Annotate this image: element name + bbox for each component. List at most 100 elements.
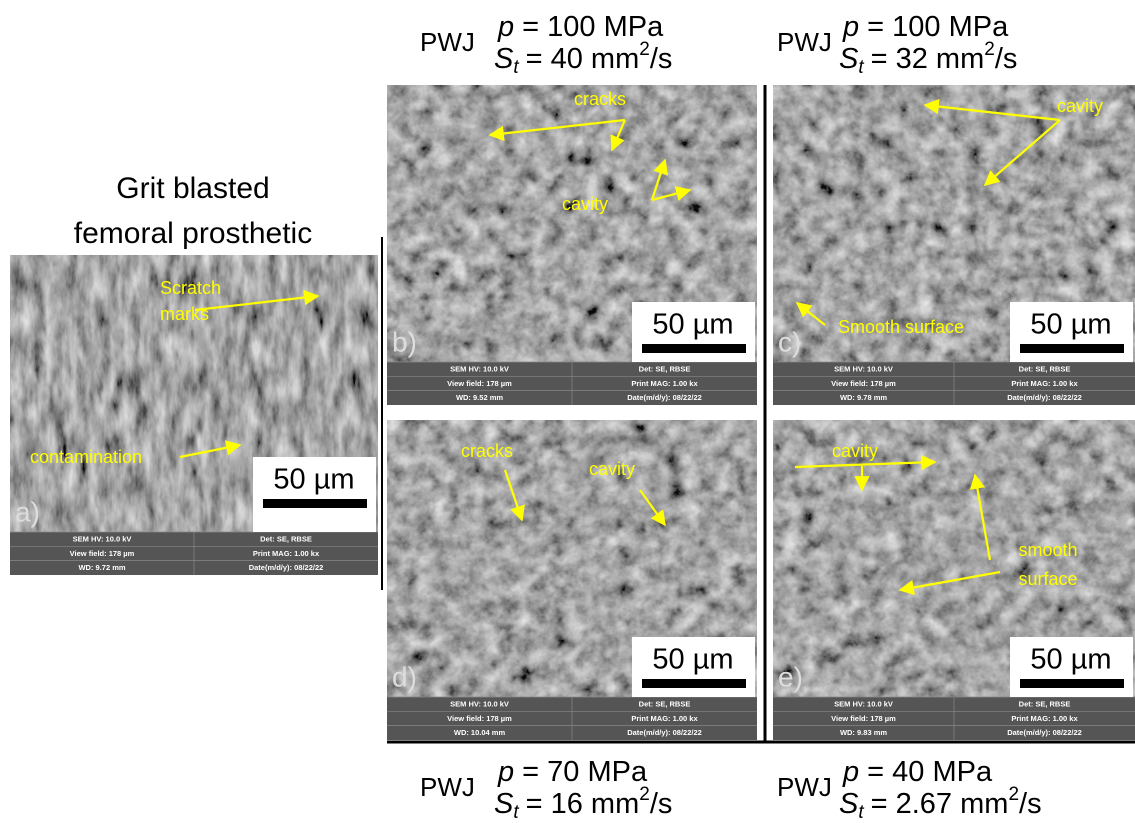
- info-text: Det: SE, RBSE: [260, 534, 312, 543]
- method: PWJ: [420, 27, 475, 57]
- info-text: Date(m/d/y): 08/22/22: [627, 393, 702, 402]
- panel-label: d): [392, 661, 417, 692]
- panel-label: c): [778, 326, 801, 357]
- scale-bar: [1020, 679, 1124, 688]
- speed-unit: /s: [1019, 788, 1042, 820]
- info-text: View field: 178 µm: [831, 714, 896, 723]
- annotation: cracks: [574, 89, 626, 109]
- info-text: WD: 10.04 mm: [454, 728, 506, 737]
- speed-subscript: t: [513, 57, 519, 78]
- annotation: cavity: [832, 441, 878, 461]
- annotation: cavity: [1057, 96, 1103, 116]
- panel-title: femoral prosthetic: [74, 217, 312, 250]
- info-text: WD: 9.83 mm: [840, 728, 887, 737]
- speed-value: = 40 mm: [526, 43, 640, 75]
- annotation: surface: [1018, 569, 1077, 589]
- info-text: SEM HV: 10.0 kV: [834, 699, 893, 708]
- speed-value: = 32 mm: [871, 43, 985, 75]
- info-text: SEM HV: 10.0 kV: [73, 534, 132, 543]
- traverse-speed: St = 16 mm2/s: [494, 784, 672, 823]
- pressure: p= 100 MPa: [497, 11, 664, 43]
- info-text: View field: 178 µm: [831, 379, 896, 388]
- pressure-symbol: p: [842, 11, 859, 43]
- annotation: cavity: [589, 459, 635, 479]
- annotation: contamination: [30, 447, 142, 467]
- speed-subscript: t: [858, 57, 864, 78]
- scale-label: 50 µm: [652, 644, 733, 676]
- scale-label: 50 µm: [652, 309, 733, 341]
- pressure: p= 40 MPa: [842, 756, 993, 788]
- speed-superscript: 2: [639, 39, 650, 60]
- annotation: cavity: [562, 194, 608, 214]
- info-text: WD: 9.52 mm: [456, 393, 503, 402]
- figure: Grit blasted femoral prosthetic SEM HV: 10…: [0, 0, 1135, 823]
- speed-subscript: t: [858, 802, 864, 823]
- info-text: Date(m/d/y): 08/22/22: [627, 728, 702, 737]
- info-text: Det: SE, RBSE: [1019, 699, 1071, 708]
- method: PWJ: [777, 772, 832, 802]
- info-text: WD: 9.72 mm: [78, 563, 125, 572]
- info-text: Date(m/d/y): 08/22/22: [1007, 728, 1082, 737]
- speed-symbol: S: [494, 788, 514, 820]
- speed-unit: /s: [650, 43, 673, 75]
- speed-symbol: S: [839, 788, 859, 820]
- speed-symbol: S: [839, 43, 859, 75]
- speed-superscript: 2: [639, 784, 650, 805]
- info-text: Det: SE, RBSE: [1019, 364, 1071, 373]
- traverse-speed: St = 2.67 mm2/s: [839, 784, 1042, 823]
- annotation: Scratch: [160, 278, 221, 298]
- speed-superscript: 2: [1008, 784, 1019, 805]
- panel-title: Grit blasted: [116, 172, 269, 205]
- pressure-value: = 100 MPa: [867, 11, 1009, 43]
- scale-label: 50 µm: [273, 464, 354, 496]
- info-text: Date(m/d/y): 08/22/22: [1007, 393, 1082, 402]
- speed-subscript: t: [513, 802, 519, 823]
- info-text: Det: SE, RBSE: [639, 699, 691, 708]
- method: PWJ: [777, 27, 832, 57]
- scale-bar: [642, 344, 746, 353]
- annotation: smooth: [1018, 540, 1077, 560]
- speed-superscript: 2: [984, 39, 995, 60]
- speed-unit: /s: [995, 43, 1018, 75]
- panel-label: a): [15, 496, 40, 527]
- annotation: marks: [160, 304, 209, 324]
- traverse-speed: St = 40 mm2/s: [494, 39, 672, 78]
- info-text: WD: 9.78 mm: [840, 393, 887, 402]
- pressure-value: = 40 MPa: [867, 756, 993, 788]
- info-text: Print MAG: 1.00 kx: [253, 549, 320, 558]
- info-text: View field: 178 µm: [447, 379, 512, 388]
- info-text: SEM HV: 10.0 kV: [450, 364, 509, 373]
- speed-unit: /s: [650, 788, 673, 820]
- info-text: Print MAG: 1.00 kx: [631, 714, 698, 723]
- scale-bar: [1020, 344, 1124, 353]
- scale-label: 50 µm: [1030, 309, 1111, 341]
- pressure-value: = 100 MPa: [522, 11, 664, 43]
- pressure-value: = 70 MPa: [522, 756, 648, 788]
- panel-label: e): [778, 661, 803, 692]
- scale-bar: [642, 679, 746, 688]
- speed-value: = 2.67 mm: [871, 788, 1009, 820]
- scale-label: 50 µm: [1030, 644, 1111, 676]
- method: PWJ: [420, 772, 475, 802]
- info-text: SEM HV: 10.0 kV: [450, 699, 509, 708]
- info-text: SEM HV: 10.0 kV: [834, 364, 893, 373]
- pressure: p= 100 MPa: [842, 11, 1009, 43]
- pressure-symbol: p: [497, 11, 514, 43]
- panel-label: b): [392, 326, 417, 357]
- info-text: Det: SE, RBSE: [639, 364, 691, 373]
- info-text: Print MAG: 1.00 kx: [631, 379, 698, 388]
- traverse-speed: St = 32 mm2/s: [839, 39, 1017, 78]
- annotation: cracks: [461, 441, 513, 461]
- info-text: View field: 178 µm: [70, 549, 135, 558]
- info-text: Date(m/d/y): 08/22/22: [249, 563, 324, 572]
- speed-value: = 16 mm: [526, 788, 640, 820]
- pressure-symbol: p: [497, 756, 514, 788]
- info-text: View field: 178 µm: [447, 714, 512, 723]
- pressure: p= 70 MPa: [497, 756, 648, 788]
- pressure-symbol: p: [842, 756, 859, 788]
- speed-symbol: S: [494, 43, 514, 75]
- annotation: Smooth surface: [838, 317, 964, 337]
- scale-bar: [263, 499, 367, 508]
- info-text: Print MAG: 1.00 kx: [1011, 379, 1078, 388]
- info-text: Print MAG: 1.00 kx: [1011, 714, 1078, 723]
